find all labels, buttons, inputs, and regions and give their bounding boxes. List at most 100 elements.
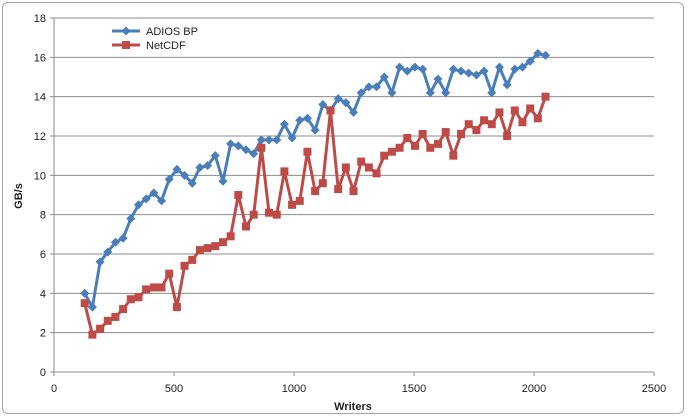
netcdf-point-28 bbox=[295, 196, 304, 205]
chart-frame bbox=[2, 2, 684, 414]
adios-bp-point-55 bbox=[502, 80, 512, 90]
netcdf-point-13 bbox=[180, 261, 189, 270]
y-tick-label-2: 4 bbox=[40, 288, 46, 300]
adios-bp-point-51 bbox=[471, 70, 481, 80]
netcdf-point-44 bbox=[418, 130, 427, 139]
adios-bp-point-14 bbox=[187, 178, 197, 188]
netcdf-point-58 bbox=[526, 104, 535, 113]
netcdf-point-20 bbox=[234, 191, 243, 199]
netcdf-point-31 bbox=[318, 179, 327, 188]
adios-bp-point-11 bbox=[164, 174, 174, 184]
series-adios-bp bbox=[80, 48, 551, 312]
netcdf-point-43 bbox=[410, 141, 419, 150]
adios-bp-point-10 bbox=[157, 196, 167, 206]
y-tick-label-5: 10 bbox=[34, 170, 46, 182]
netcdf-point-6 bbox=[126, 295, 135, 304]
adios-bp-point-1 bbox=[87, 302, 97, 312]
netcdf-point-42 bbox=[403, 133, 412, 142]
x-axis-title: Writers bbox=[334, 401, 372, 413]
adios-bp-point-50 bbox=[464, 68, 474, 78]
netcdf-point-22 bbox=[249, 210, 258, 219]
y-tick-label-6: 12 bbox=[34, 131, 46, 143]
adios-bp-point-35 bbox=[349, 107, 359, 117]
netcdf-point-9 bbox=[149, 283, 158, 292]
y-tick-labels: 0 2 4 6 8 10 12 14 16 18 bbox=[34, 13, 54, 379]
netcdf-point-46 bbox=[434, 139, 442, 148]
adios-bp-point-16 bbox=[203, 161, 213, 170]
adios-bp-point-9 bbox=[149, 188, 159, 198]
adios-bp-point-3 bbox=[103, 247, 113, 257]
adios-bp-point-38 bbox=[372, 82, 382, 92]
adios-bp-point-46 bbox=[433, 74, 443, 84]
adios-bp-point-21 bbox=[241, 145, 251, 155]
adios-bp-point-48 bbox=[448, 64, 458, 74]
netcdf-point-40 bbox=[387, 147, 396, 156]
netcdf-point-59 bbox=[533, 114, 542, 123]
x-tick-label-4: 2000 bbox=[522, 383, 546, 395]
netcdf-point-18 bbox=[218, 238, 227, 247]
adios-bp-point-25 bbox=[272, 135, 282, 145]
adios-bp-point-58 bbox=[525, 56, 535, 66]
netcdf-point-12 bbox=[172, 303, 181, 312]
legend-label: NetCDF bbox=[146, 40, 186, 52]
netcdf-point-7 bbox=[134, 293, 143, 302]
x-tick-label-0: 0 bbox=[51, 383, 57, 395]
legend-item-netcdf: NetCDF bbox=[112, 40, 186, 52]
adios-bp-point-24 bbox=[264, 135, 274, 145]
adios-bp-point-54 bbox=[494, 62, 504, 72]
adios-bp-point-6 bbox=[126, 214, 136, 224]
legend-swatch-marker bbox=[122, 41, 130, 49]
y-tick-label-0: 0 bbox=[40, 367, 46, 379]
netcdf-point-5 bbox=[119, 305, 128, 314]
netcdf-point-49 bbox=[457, 130, 466, 139]
netcdf-point-16 bbox=[203, 244, 212, 253]
netcdf-point-19 bbox=[226, 232, 235, 241]
y-tick-label-4: 8 bbox=[40, 210, 46, 222]
netcdf-point-26 bbox=[280, 167, 289, 176]
adios-bp-point-19 bbox=[226, 139, 236, 149]
netcdf-point-51 bbox=[472, 126, 481, 135]
netcdf-point-0 bbox=[80, 299, 89, 308]
x-tick-labels: 0 500 1000 1500 2000 2500 bbox=[51, 372, 666, 395]
netcdf-point-29 bbox=[303, 147, 312, 156]
adios-bp-point-57 bbox=[517, 62, 527, 72]
netcdf-point-35 bbox=[349, 187, 358, 196]
axes bbox=[53, 18, 654, 373]
adios-bp-point-26 bbox=[279, 119, 289, 129]
adios-bp-point-15 bbox=[195, 162, 205, 172]
adios-bp-point-37 bbox=[364, 82, 374, 92]
adios-bp-point-31 bbox=[318, 100, 328, 110]
netcdf-point-8 bbox=[142, 285, 151, 294]
netcdf-point-2 bbox=[96, 324, 105, 333]
netcdf-point-23 bbox=[257, 143, 266, 152]
netcdf-point-14 bbox=[188, 255, 197, 264]
adios-bp-point-0 bbox=[80, 288, 90, 298]
netcdf-point-4 bbox=[111, 312, 120, 321]
x-tick-label-1: 500 bbox=[165, 383, 183, 395]
y-axis-title: GB/s bbox=[13, 183, 25, 209]
netcdf-point-60 bbox=[541, 92, 550, 101]
adios-bp-point-4 bbox=[110, 237, 120, 247]
adios-bp-point-18 bbox=[218, 176, 228, 186]
adios-bp-point-39 bbox=[379, 72, 389, 82]
legend-label: ADIOS BP bbox=[146, 26, 198, 38]
netcdf-point-56 bbox=[510, 106, 519, 115]
netcdf-point-54 bbox=[495, 108, 504, 117]
netcdf-point-27 bbox=[288, 200, 297, 209]
netcdf-point-47 bbox=[441, 128, 450, 137]
legend: ADIOS BP NetCDF bbox=[112, 26, 198, 52]
y-tick-label-7: 14 bbox=[34, 92, 46, 104]
adios-bp-point-44 bbox=[418, 64, 428, 74]
netcdf-point-24 bbox=[265, 208, 274, 217]
netcdf-point-34 bbox=[341, 163, 350, 172]
adios-bp-point-5 bbox=[118, 233, 128, 243]
adios-bp-point-7 bbox=[133, 200, 143, 210]
netcdf-point-15 bbox=[195, 246, 204, 255]
adios-bp-point-17 bbox=[210, 151, 220, 161]
netcdf-point-50 bbox=[464, 120, 473, 129]
adios-bp-point-40 bbox=[387, 88, 397, 98]
netcdf-point-30 bbox=[311, 187, 320, 196]
adios-bp-point-36 bbox=[356, 88, 366, 98]
adios-bp-point-56 bbox=[510, 64, 520, 74]
